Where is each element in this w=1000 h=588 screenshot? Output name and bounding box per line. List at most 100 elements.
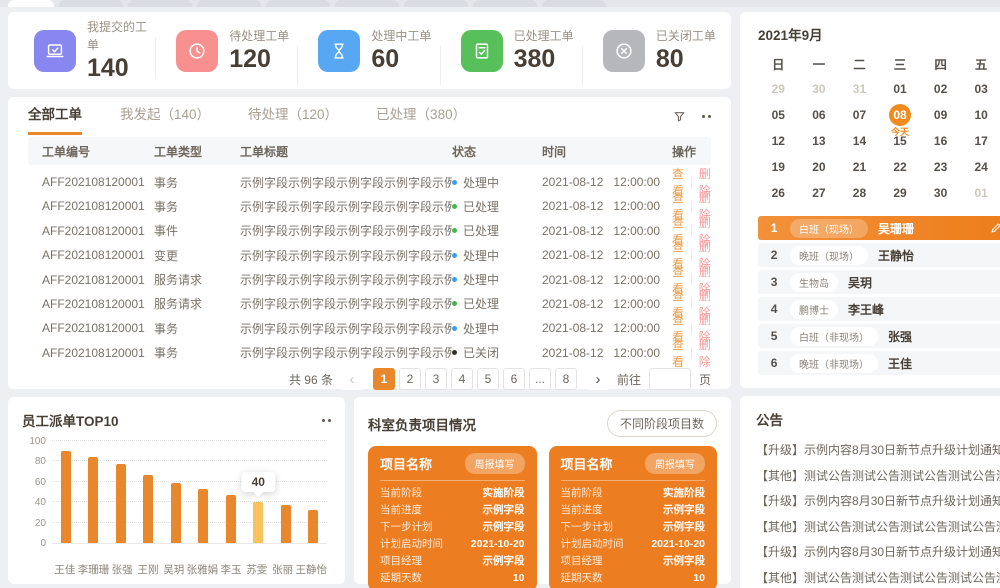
page-button[interactable]: 6 xyxy=(503,368,525,391)
calendar-day[interactable]: 10 xyxy=(961,102,1000,128)
browser-tab[interactable] xyxy=(404,0,468,7)
calendar-day[interactable]: 14 xyxy=(839,128,880,154)
today-circle: 08 xyxy=(889,104,912,126)
delete-link[interactable]: 删除 xyxy=(698,167,711,198)
delete-link[interactable]: 删除 xyxy=(698,264,711,296)
calendar-day[interactable]: 03 xyxy=(961,76,1000,102)
bar[interactable] xyxy=(143,474,154,543)
bar[interactable] xyxy=(280,505,291,543)
calendar-day[interactable]: 30 xyxy=(799,76,840,102)
view-link[interactable]: 查看 xyxy=(672,288,685,320)
calendar-day[interactable]: 02 xyxy=(920,76,961,102)
calendar-day[interactable]: 06 xyxy=(799,102,840,128)
calendar-day-today[interactable]: 08 今天 xyxy=(880,102,921,137)
bar[interactable] xyxy=(88,457,99,543)
browser-tab[interactable] xyxy=(128,0,192,7)
calendar-day[interactable]: 21 xyxy=(839,154,880,180)
view-link[interactable]: 查看 xyxy=(672,191,685,223)
page-button[interactable]: 4 xyxy=(451,368,473,391)
order-status: 处理中 xyxy=(452,174,542,191)
page-ellipsis[interactable]: ... xyxy=(529,368,551,391)
delete-link[interactable]: 删除 xyxy=(698,313,711,345)
calendar-day[interactable]: 23 xyxy=(920,154,961,180)
notice-item[interactable]: 【升级】示例内容8月30日新节点升级计划通知 xyxy=(756,443,1000,457)
weekly-report-button[interactable]: 周报填写 xyxy=(464,453,525,474)
browser-tab[interactable] xyxy=(197,0,261,7)
view-link[interactable]: 查看 xyxy=(672,264,685,296)
bar[interactable] xyxy=(225,495,236,543)
calendar-day[interactable]: 17 xyxy=(961,128,1000,154)
browser-tab[interactable] xyxy=(8,0,54,7)
browser-tab[interactable] xyxy=(335,0,399,7)
calendar-day[interactable]: 13 xyxy=(799,128,840,154)
project-cards: 项目名称 周报填写 当前阶段 实施阶段 当前进度 示例字段 下一步计划 示例字段 计划启动时间 2… xyxy=(368,446,718,588)
browser-tab[interactable] xyxy=(266,0,330,7)
calendar-day[interactable]: 22 xyxy=(880,154,921,180)
weekly-report-button[interactable]: 周报填写 xyxy=(645,453,706,474)
notice-item[interactable]: 【其他】测试公告测试公告测试公告测试公告测试公告 xyxy=(756,519,1000,534)
delete-link[interactable]: 删除 xyxy=(698,191,711,223)
bar[interactable] xyxy=(115,464,126,543)
delete-link[interactable]: 删除 xyxy=(698,288,711,320)
next-page-button[interactable]: › xyxy=(587,368,609,391)
worklist-tab-2[interactable]: 待处理（120） xyxy=(248,107,339,122)
view-link[interactable]: 查看 xyxy=(672,313,685,345)
browser-tab[interactable] xyxy=(473,0,537,7)
calendar-day[interactable]: 31 xyxy=(839,76,880,102)
more-menu-icon[interactable] xyxy=(322,418,331,422)
calendar-day[interactable]: 27 xyxy=(799,180,840,206)
delete-link[interactable]: 删除 xyxy=(698,215,711,247)
delete-link[interactable]: 删除 xyxy=(698,240,711,272)
more-menu-icon[interactable] xyxy=(702,114,712,118)
notice-item[interactable]: 【其他】测试公告测试公告测试公告测试公告测试公告 xyxy=(756,468,1000,483)
edit-icon[interactable] xyxy=(990,222,1000,234)
notice-item[interactable]: 【升级】示例内容8月30日新节点升级计划通知 xyxy=(756,545,1000,559)
browser-tab[interactable] xyxy=(542,0,606,7)
bar[interactable] xyxy=(170,482,181,543)
goto-page-input[interactable] xyxy=(649,368,692,391)
notice-item[interactable]: 【其他】测试公告测试公告测试公告测试公告测试公告 xyxy=(756,570,1000,585)
bar[interactable] xyxy=(198,488,209,543)
view-link[interactable]: 查看 xyxy=(672,240,685,272)
stage-filter-button[interactable]: 不同阶段项目数 xyxy=(607,410,718,437)
page-button[interactable]: 5 xyxy=(477,368,499,391)
calendar-day[interactable]: 07 xyxy=(839,102,880,128)
calendar-day[interactable]: 29 xyxy=(880,180,921,206)
worklist-tab-0[interactable]: 全部工单 xyxy=(28,97,82,135)
page-button[interactable]: 3 xyxy=(425,368,447,391)
view-link[interactable]: 查看 xyxy=(672,167,685,198)
bar[interactable] xyxy=(253,502,264,543)
calendar-day[interactable]: 30 xyxy=(920,180,961,206)
calendar-day[interactable]: 15 xyxy=(880,128,921,154)
view-link[interactable]: 查看 xyxy=(672,215,685,247)
order-id: AFF202108120001 xyxy=(42,223,145,238)
calendar-day[interactable]: 01 xyxy=(961,180,1000,206)
page-button[interactable]: 8 xyxy=(555,368,577,391)
calendar-day[interactable]: 01 xyxy=(880,76,921,102)
field-value: 示例字段 xyxy=(482,555,525,567)
delete-link[interactable]: 删除 xyxy=(698,337,711,369)
order-title: 示例字段示例字段示例字段示例字段示例字段 xyxy=(240,273,452,288)
calendar-day[interactable]: 29 xyxy=(758,76,799,102)
filter-icon[interactable] xyxy=(673,110,686,123)
y-axis-label: 80 xyxy=(34,456,46,468)
page-button[interactable]: 1 xyxy=(373,368,395,391)
calendar-day[interactable]: 09 xyxy=(920,102,961,128)
worklist-tab-1[interactable]: 我发起（140） xyxy=(120,107,211,122)
calendar-day[interactable]: 05 xyxy=(758,102,799,128)
calendar-day[interactable]: 28 xyxy=(839,180,880,206)
view-link[interactable]: 查看 xyxy=(672,337,685,369)
bar[interactable] xyxy=(308,510,319,543)
calendar-day[interactable]: 26 xyxy=(758,180,799,206)
bar[interactable] xyxy=(60,451,71,543)
calendar-day[interactable]: 16 xyxy=(920,128,961,154)
notice-item[interactable]: 【升级】示例内容8月30日新节点升级计划通知 xyxy=(756,494,1000,508)
calendar-day[interactable]: 20 xyxy=(799,154,840,180)
calendar-day[interactable]: 24 xyxy=(961,154,1000,180)
calendar-day[interactable]: 12 xyxy=(758,128,799,154)
calendar-day[interactable]: 19 xyxy=(758,154,799,180)
browser-tab[interactable] xyxy=(59,0,123,7)
page-button[interactable]: 2 xyxy=(399,368,421,391)
worklist-tab-3[interactable]: 已处理（380） xyxy=(376,107,467,122)
prev-page-button[interactable]: ‹ xyxy=(341,368,363,391)
